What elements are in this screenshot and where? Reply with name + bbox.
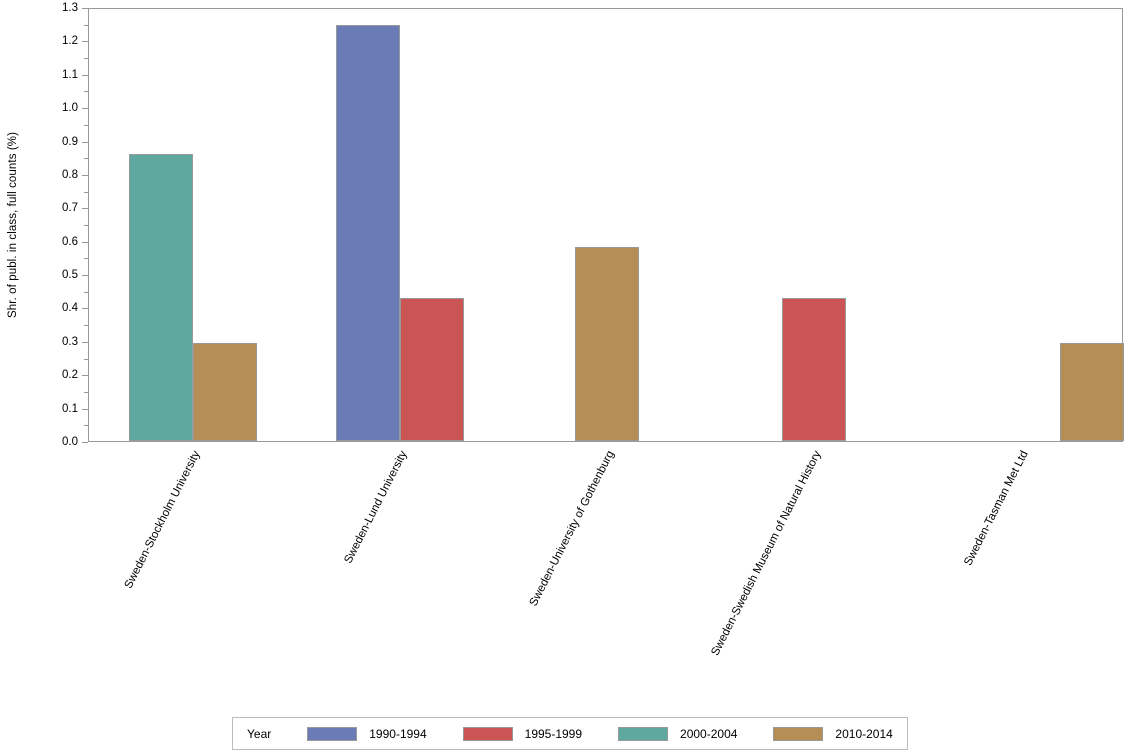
plot-area bbox=[88, 8, 1124, 442]
y-axis-tick-label: 1.3 bbox=[62, 2, 78, 14]
y-axis-tick-label: 0.0 bbox=[62, 436, 78, 448]
y-axis-tick-mark bbox=[82, 275, 88, 277]
x-axis-category-label-text: Sweden-Stockholm University bbox=[122, 449, 203, 591]
y-axis-tick-label: 0.6 bbox=[62, 235, 78, 248]
y-axis-tick-mark bbox=[82, 241, 88, 243]
y-axis-tick-label: 0.2 bbox=[62, 369, 78, 382]
bar[interactable] bbox=[128, 153, 193, 441]
legend-entry-label: 1995-1999 bbox=[524, 726, 583, 741]
y-axis-tick-label: 0.4 bbox=[62, 302, 78, 315]
y-axis-tick-label: 0.3 bbox=[62, 335, 78, 348]
y-axis-tick-mark bbox=[82, 208, 88, 210]
legend-color-swatch bbox=[307, 726, 358, 741]
y-axis-tick-label: 0.9 bbox=[62, 135, 78, 148]
y-axis-tick-mark bbox=[82, 408, 88, 410]
y-axis-tick-label: 0.7 bbox=[62, 202, 78, 215]
x-axis-category-label-text: Sweden-Lund University bbox=[341, 449, 410, 566]
legend-entry-label: 1990-1994 bbox=[369, 726, 427, 741]
y-axis-tick-mark bbox=[82, 108, 88, 110]
bar[interactable] bbox=[1060, 342, 1124, 441]
y-axis-minor-tick bbox=[84, 425, 88, 427]
y-axis-minor-tick bbox=[84, 225, 88, 226]
y-axis-tick-mark bbox=[82, 41, 88, 43]
chart-legend: Year 1990-1994 1995-1999 2000-2004 2010-201… bbox=[232, 717, 908, 750]
y-axis-tick-mark bbox=[82, 308, 88, 310]
y-axis-minor-tick bbox=[84, 58, 88, 60]
legend-color-swatch bbox=[773, 726, 824, 741]
x-axis-category-label-text: Sweden-University of Gothenburg bbox=[527, 449, 617, 609]
y-axis-tick-mark bbox=[82, 174, 88, 176]
bar[interactable] bbox=[192, 342, 257, 441]
y-axis-tick-label: 1.2 bbox=[62, 35, 78, 48]
x-axis-category-label-text: Sweden-Swedish Museum of Natural History bbox=[708, 449, 824, 658]
legend-color-swatch bbox=[618, 726, 669, 741]
bar[interactable] bbox=[574, 247, 639, 441]
y-axis-tick-mark bbox=[82, 442, 88, 443]
legend-entry[interactable]: 2000-2004 bbox=[618, 726, 738, 741]
y-axis-minor-tick bbox=[84, 191, 88, 193]
y-axis-tick-mark bbox=[82, 375, 88, 377]
legend-entry-label: 2000-2004 bbox=[680, 726, 738, 741]
y-axis-minor-tick bbox=[84, 358, 88, 360]
legend-entry[interactable]: 1995-1999 bbox=[462, 726, 583, 741]
y-axis-tick-label: 0.8 bbox=[62, 168, 78, 181]
y-axis-minor-tick bbox=[84, 291, 88, 293]
y-axis-tick-label: 1.1 bbox=[62, 68, 78, 81]
y-axis-tick-mark bbox=[82, 341, 88, 343]
x-axis-category-label-text: Sweden-Tasman Met Ltd bbox=[961, 449, 1031, 568]
legend-color-swatch bbox=[462, 726, 513, 741]
y-axis-tick-label: 0.1 bbox=[62, 402, 78, 415]
y-axis-minor-tick bbox=[84, 91, 88, 93]
bar[interactable] bbox=[399, 298, 464, 441]
y-axis-minor-tick bbox=[84, 24, 88, 26]
y-axis-minor-tick bbox=[84, 124, 88, 126]
y-axis-tick-mark bbox=[82, 8, 88, 9]
y-axis-minor-tick bbox=[84, 325, 88, 327]
y-axis-ticks: 0.0 0.1 0.2 0.3 0.4 0.5 0.6 0.7 0.8 0.9 1.0 1.1 1.2 1… bbox=[0, 0, 88, 450]
legend-entry[interactable]: 2010-2014 bbox=[773, 726, 893, 741]
bars-layer bbox=[89, 9, 1124, 441]
legend-entry[interactable]: 1990-1994 bbox=[307, 726, 427, 741]
y-axis-minor-tick bbox=[84, 158, 88, 160]
bar[interactable] bbox=[781, 298, 846, 441]
x-axis-category-labels: Sweden-Stockholm University Sweden-Lund U… bbox=[88, 443, 1123, 708]
bar[interactable] bbox=[335, 25, 400, 441]
y-axis-tick-mark bbox=[82, 74, 88, 76]
y-axis-tick-label: 1.0 bbox=[62, 102, 78, 115]
y-axis-tick-mark bbox=[82, 141, 88, 143]
y-axis-minor-tick bbox=[84, 258, 88, 260]
legend-title: Year bbox=[247, 726, 272, 741]
y-axis-minor-tick bbox=[84, 391, 88, 393]
legend-entry-label: 2010-2014 bbox=[835, 726, 893, 741]
y-axis-tick-label: 0.5 bbox=[62, 269, 78, 282]
